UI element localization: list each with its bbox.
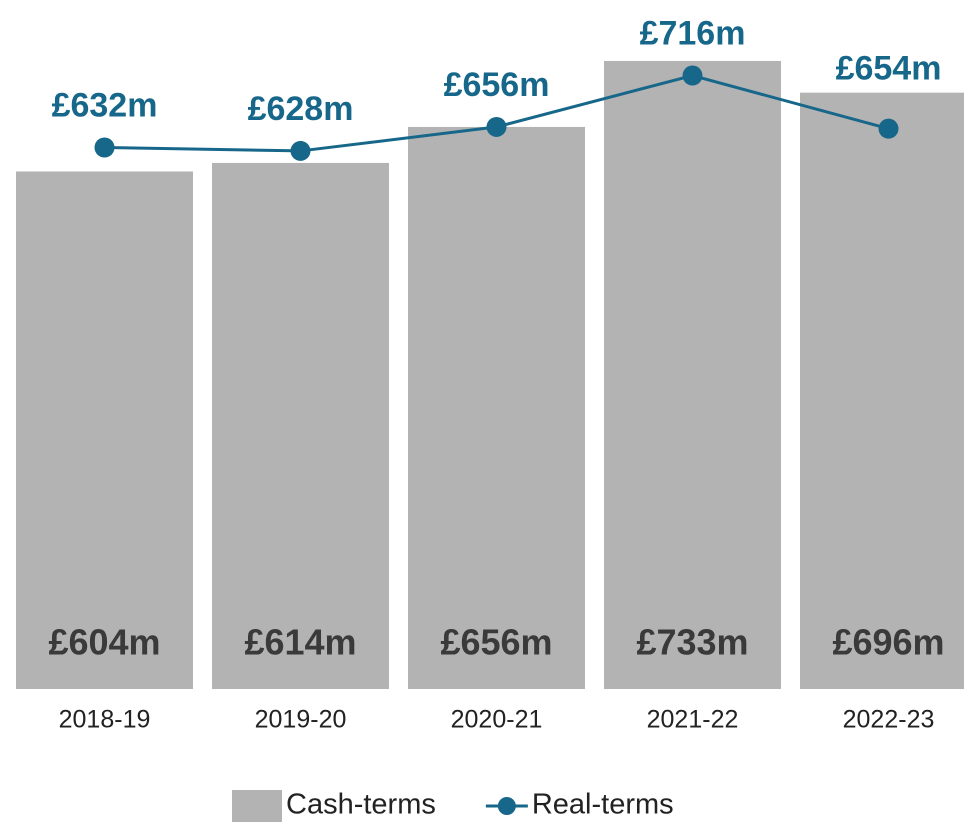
line-value-label: £632m <box>52 86 158 124</box>
bar-value-label: £614m <box>244 622 356 663</box>
x-tick-label: 2022-23 <box>843 706 935 734</box>
line-point <box>290 140 311 161</box>
line-value-label: £716m <box>640 15 746 53</box>
legend-swatch <box>232 790 282 822</box>
line-value-label: £656m <box>444 66 550 104</box>
x-tick-label: 2018-19 <box>59 706 151 734</box>
bar-value-label: £604m <box>48 622 160 663</box>
bar-value-label: £733m <box>636 622 748 663</box>
bar <box>16 171 193 689</box>
legend-label: Real-terms <box>532 789 674 821</box>
bar-value-label: £696m <box>832 622 944 663</box>
bar <box>408 126 585 689</box>
line-value-label: £654m <box>836 50 942 88</box>
line-point <box>486 116 507 137</box>
bar <box>604 60 781 690</box>
legend-label: Cash-terms <box>286 789 436 821</box>
line-point <box>94 137 115 158</box>
bar-value-label: £656m <box>440 622 552 663</box>
line-value-label: £628m <box>248 90 354 128</box>
line-point <box>878 118 899 139</box>
x-tick-label: 2020-21 <box>451 706 543 734</box>
bar <box>212 162 389 689</box>
bar <box>800 92 964 690</box>
x-tick-label: 2019-20 <box>255 706 347 734</box>
line-point <box>682 65 703 86</box>
legend-swatch-dot <box>497 797 516 815</box>
x-tick-label: 2021-22 <box>647 706 739 734</box>
